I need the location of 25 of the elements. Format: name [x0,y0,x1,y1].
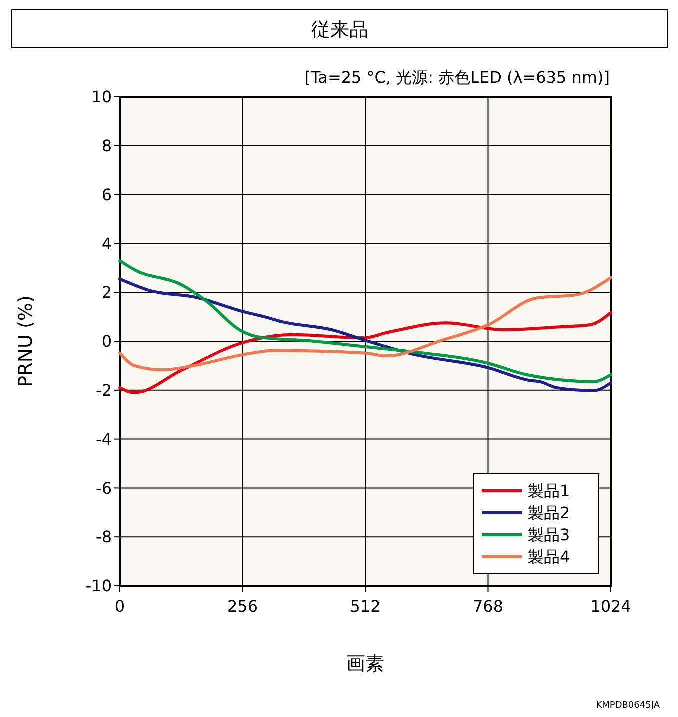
text: KMPDB0645JA [596,701,661,711]
y-tick-label: -4 [96,430,112,449]
x-tick-label: 0 [114,597,126,616]
y-axis-title: PRNU (%) [15,296,37,388]
y-tick-label: -2 [96,381,112,400]
x-tick-label: 1024 [590,597,632,616]
y-tick-label: -6 [96,478,112,498]
chart-subtitle: [Ta=25 °C, 光源: 赤色LED (λ=635 nm)] [304,68,610,87]
y-tick-label: 8 [102,136,112,156]
y-tick-label: 6 [102,185,112,204]
y-tick-label: -8 [96,528,112,547]
y-tick-label: 0 [102,332,112,352]
legend-label: 製品2 [528,504,570,523]
y-tick-label: 4 [102,234,112,254]
y-tick-label: 2 [102,283,112,302]
y-tick-label: -10 [86,576,112,596]
legend-label: 製品3 [528,526,570,545]
legend-label: 製品4 [528,548,570,567]
chart-title: 従来品 [312,19,368,41]
x-tick-label: 768 [472,597,504,616]
y-tick-label: 10 [92,88,112,107]
legend-label: 製品1 [528,482,570,501]
x-axis-title: 画素 [346,653,384,675]
x-tick-label: 256 [227,597,258,616]
x-tick-label: 512 [350,597,381,616]
